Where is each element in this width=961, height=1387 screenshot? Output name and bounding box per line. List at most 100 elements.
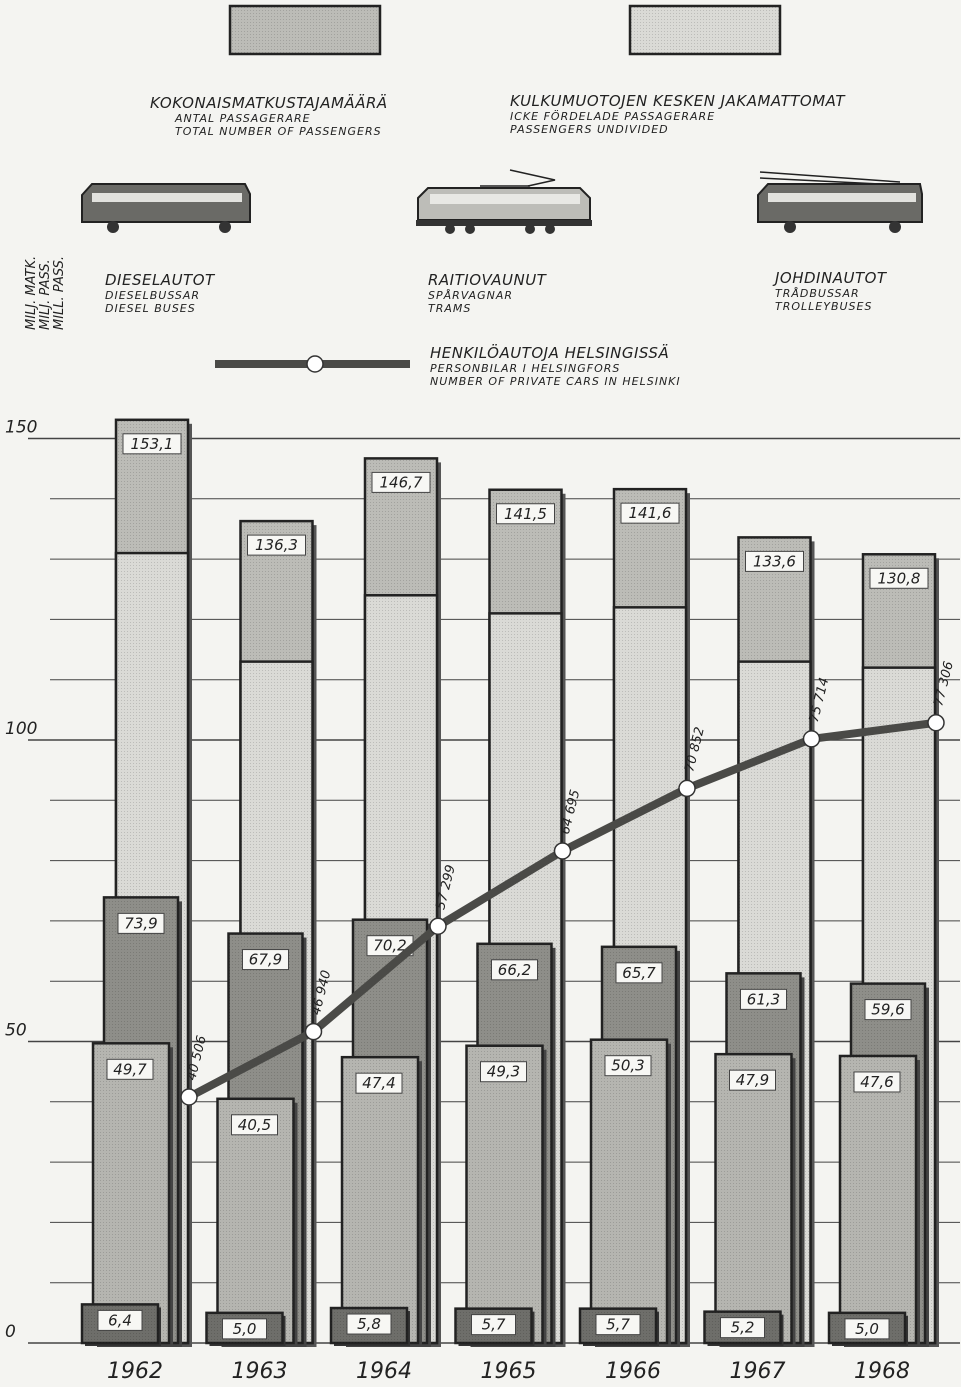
total-label-1962-bg [122,433,182,455]
legend-total-en: TOTAL NUMBER OF PASSENGERS [175,125,382,138]
trolley-label-1964-bg [346,1313,392,1335]
trams-label-1964: 70,2 [373,937,406,955]
cars-point-1962 [180,1088,198,1106]
trams-label-1968-bg [864,999,912,1021]
total-label-1964: 146,7 [380,473,423,491]
trolley-label-1967-bg [720,1317,765,1339]
trolley-label-1962: 6,4 [108,1311,132,1329]
trolleybus-icon [757,171,923,233]
diesel-bus-icon [81,183,251,233]
trolley-label-1966-bg [595,1314,641,1336]
total-label-1968-bg [869,567,929,589]
legend: KOKONAISMATKUSTAJAMÄÄRÄ ANTAL PASSAGERAR… [81,4,923,388]
legend-diesel-sv: DIESELBUSSAR [105,289,200,302]
trams-label-1965: 66,2 [498,961,531,979]
bars: 153,1 73,9 49,7 6,4 136,3 67,9 40,5 5,0 146,7 70,… [80,418,939,1348]
diesel-label-1962: 49,7 [113,1060,147,1078]
legend-undivided-en: PASSENGERS UNDIVIDED [510,123,669,136]
y-unit-en: MILL. PASS. [52,256,67,330]
y-tick-0: 0 [5,1322,16,1342]
legend-trolley-en: TROLLEYBUSES [775,300,872,313]
legend-cars-marker [306,355,324,373]
trams-label-1963-bg [242,949,289,971]
year-group-1965: 141,5 66,2 49,3 5,7 [454,488,566,1347]
total-label-1965-bg [496,503,555,525]
legend-swatch-undivided-texture [630,6,780,54]
legend-swatch-total-texture [230,6,380,54]
diesel-label-1967: 47,9 [736,1071,769,1089]
year-group-1964: 146,7 70,2 47,4 5,8 [329,457,441,1347]
trams-label-1962-bg [117,912,165,934]
diesel-label-1966-bg [604,1055,652,1077]
legend-undivided-fi: KULKUMUOTOJEN KESKEN JAKAMATTOMAT [510,92,846,110]
tram-icon [416,169,592,234]
x-tick-1968: 1968 [854,1359,910,1383]
legend-cars-fi: HENKILÖAUTOJA HELSINGISSÄ [430,343,669,362]
total-label-1966-bg [620,502,680,524]
diesel-bar-1964-texture [342,1057,418,1343]
diesel-bar-1962-texture [93,1043,169,1343]
x-tick-1966: 1966 [605,1359,661,1383]
trolley-label-1963: 5,0 [233,1320,257,1338]
legend-cars-sv: PERSONBILAR I HELSINGFORS [430,362,620,375]
total-label-1963: 136,3 [255,536,298,554]
trams-label-1967-bg [740,988,787,1010]
x-axis-ticks: 1962 1963 1964 1965 1966 1967 1968 [107,1359,910,1384]
total-label-1965: 141,5 [504,505,547,523]
legend-trams-en: TRAMS [428,302,471,315]
diesel-bar-1967-texture [715,1054,792,1343]
cars-point-1966 [678,779,696,798]
total-label-1968: 130,8 [878,569,921,587]
total-label-1966: 141,6 [629,504,672,522]
diesel-label-1968: 47,6 [860,1073,893,1091]
total-label-1967-bg [745,550,804,572]
legend-total-sv: ANTAL PASSAGERARE [174,112,311,125]
legend-undivided-sv: ICKE FÖRDELADE PASSAGERARE [510,110,715,123]
legend-diesel-en: DIESEL BUSES [105,302,196,315]
x-tick-1964: 1964 [356,1359,412,1383]
cars-point-1963 [304,1022,323,1041]
total-label-1964-bg [371,471,431,493]
trolley-label-1967: 5,2 [731,1319,755,1337]
diesel-label-1965-bg [480,1061,527,1083]
x-tick-1967: 1967 [730,1359,786,1383]
y-axis-unit: MILJ. MATK. MILJ. PASS. MILL. PASS. [24,256,67,330]
year-group-1968: 130,8 59,6 47,6 5,0 [827,553,939,1347]
year-group-1963: 136,3 67,9 40,5 5,0 [205,519,317,1347]
diesel-bar-1963-texture [217,1098,294,1343]
trolley-label-1965: 5,7 [482,1316,506,1334]
y-axis-ticks: 0 50 100 150 [5,418,37,1343]
cars-point-1968 [927,713,945,732]
trolley-label-1963-bg [222,1318,267,1340]
year-group-1962: 153,1 73,9 49,7 6,4 [80,418,192,1347]
total-label-1962: 153,1 [131,435,174,453]
cars-point-1965 [553,842,572,860]
legend-cars-en: NUMBER OF PRIVATE CARS IN HELSINKI [430,375,681,388]
y-tick-100: 100 [5,719,37,739]
diesel-bar-1968-texture [840,1055,916,1343]
y-unit-fi: MILJ. MATK. [24,256,39,330]
diesel-label-1962-bg [106,1058,154,1080]
legend-diesel-fi: DIESELAUTOT [105,271,216,289]
trolley-label-1965-bg [471,1314,516,1336]
legend-total-fi: KOKONAISMATKUSTAJAMÄÄRÄ [150,93,388,112]
x-tick-1962: 1962 [107,1359,163,1383]
diesel-bar-1966-texture [591,1039,667,1343]
x-tick-1965: 1965 [481,1359,537,1383]
trams-label-1966-bg [615,962,663,984]
total-label-1967: 133,6 [753,552,796,570]
trolley-label-1966: 5,7 [606,1316,630,1334]
trams-label-1962: 73,9 [124,914,157,932]
year-group-1967: 133,6 61,3 47,9 5,2 [703,536,815,1347]
diesel-label-1964-bg [355,1072,403,1094]
y-tick-150: 150 [5,418,37,438]
cars-point-1967 [802,730,821,748]
diesel-label-1963: 40,5 [238,1116,271,1134]
year-group-1966: 141,6 65,7 50,3 5,7 [578,487,690,1348]
trams-label-1963: 67,9 [249,951,282,969]
diesel-label-1963-bg [231,1114,278,1136]
trolley-label-1968-bg [844,1318,890,1340]
trams-label-1965-bg [491,959,538,981]
diesel-label-1965: 49,3 [487,1063,520,1081]
